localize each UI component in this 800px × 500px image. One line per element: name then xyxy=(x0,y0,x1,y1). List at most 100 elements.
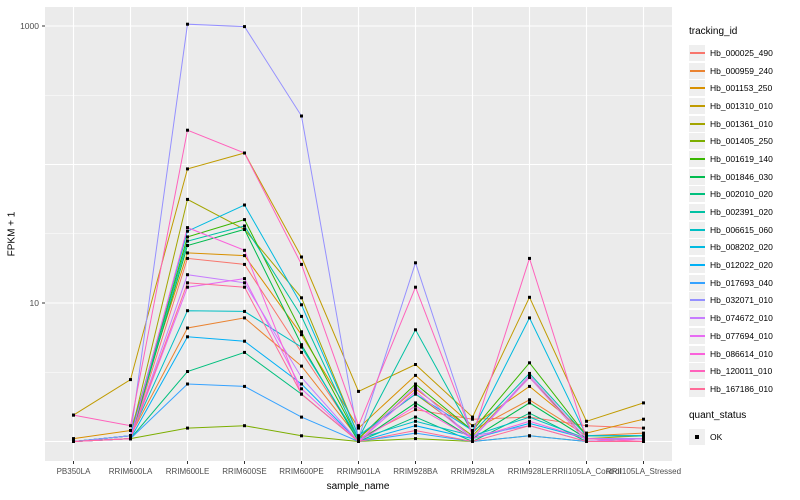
data-point xyxy=(300,382,303,386)
legend-item: Hb_002391_020 xyxy=(689,203,799,221)
legend-line-swatch xyxy=(689,317,705,320)
legend-item-label: Hb_001846_030 xyxy=(710,171,773,182)
legend-line-swatch xyxy=(689,299,705,302)
legend-line-swatch xyxy=(689,352,705,355)
legend-key xyxy=(689,168,705,185)
data-point xyxy=(243,277,246,281)
data-point xyxy=(528,434,531,438)
x-tick-label: RRIM901LA xyxy=(337,467,381,476)
data-point xyxy=(186,251,189,255)
legend-item: Hb_006615_060 xyxy=(689,221,799,239)
x-tick-label: RRIM928LE xyxy=(508,467,552,476)
data-point xyxy=(414,384,417,388)
data-point xyxy=(186,256,189,260)
data-point xyxy=(243,254,246,258)
legend-item-label: Hb_002010_020 xyxy=(710,189,773,200)
data-point xyxy=(300,330,303,334)
x-tick-label: PB350LA xyxy=(57,467,91,476)
data-point xyxy=(186,226,189,230)
data-point xyxy=(243,350,246,354)
data-point xyxy=(528,295,531,299)
data-point xyxy=(300,343,303,347)
legend-key xyxy=(689,363,705,380)
legend-item-label: Hb_001405_250 xyxy=(710,136,773,147)
data-point xyxy=(186,22,189,26)
legend-line-swatch xyxy=(689,157,705,160)
legend-line-swatch xyxy=(689,211,705,214)
legend-item-label: Hb_120011_010 xyxy=(710,366,773,377)
data-point xyxy=(243,248,246,252)
data-point xyxy=(300,314,303,318)
data-point xyxy=(642,417,645,421)
data-point xyxy=(528,384,531,388)
legend-item-label: Hb_001153_250 xyxy=(710,83,773,94)
y-tick-label: 1000 xyxy=(20,21,39,31)
data-point xyxy=(186,382,189,386)
legend-item-label: Hb_001619_140 xyxy=(710,153,773,164)
data-point xyxy=(357,440,360,443)
data-point xyxy=(414,424,417,428)
legend-item: Hb_167186_010 xyxy=(689,380,799,398)
data-point xyxy=(243,218,246,222)
data-point xyxy=(414,285,417,289)
legend-item: Hb_086614_010 xyxy=(689,345,799,363)
data-point xyxy=(528,361,531,365)
x-tick-label: RRIM928LA xyxy=(451,467,495,476)
legend-item-label: Hb_002391_020 xyxy=(710,207,773,218)
legend-item-label: OK xyxy=(710,431,723,442)
data-point xyxy=(414,328,417,332)
data-point xyxy=(414,387,417,391)
data-point xyxy=(186,309,189,313)
data-point xyxy=(129,378,132,382)
data-point xyxy=(186,273,189,277)
data-point xyxy=(243,316,246,320)
data-point xyxy=(243,285,246,289)
legend-item: Hb_008202_020 xyxy=(689,239,799,257)
legend-line-swatch xyxy=(689,140,705,143)
data-point xyxy=(585,424,588,428)
data-point xyxy=(186,239,189,243)
legend-item-label: Hb_167186_010 xyxy=(710,383,773,394)
legend-item: Hb_032071_010 xyxy=(689,292,799,310)
data-point xyxy=(471,429,474,432)
data-point xyxy=(186,285,189,289)
legend-title-tracking-id: tracking_id xyxy=(689,26,738,37)
legend-line-swatch xyxy=(689,387,705,390)
legend-key xyxy=(689,80,705,97)
data-point xyxy=(642,437,645,441)
legend-key xyxy=(689,186,705,203)
data-point xyxy=(243,227,246,231)
data-point xyxy=(414,392,417,396)
data-point xyxy=(300,376,303,379)
data-point xyxy=(186,335,189,339)
legend-item-label: Hb_001310_010 xyxy=(710,100,773,111)
data-point xyxy=(243,384,246,388)
data-point xyxy=(414,419,417,423)
data-point xyxy=(414,404,417,408)
legend-line-swatch xyxy=(689,175,705,178)
legend-line-swatch xyxy=(689,264,705,267)
x-tick-label: RRIM600LA xyxy=(109,467,153,476)
data-point xyxy=(129,424,132,428)
data-point xyxy=(357,426,360,430)
data-point xyxy=(471,440,474,443)
data-point xyxy=(186,244,189,247)
data-point xyxy=(585,440,588,443)
data-point xyxy=(642,401,645,405)
data-point xyxy=(243,224,246,228)
data-point xyxy=(528,421,531,425)
data-point xyxy=(300,350,303,354)
data-point xyxy=(414,415,417,419)
data-point xyxy=(243,281,246,285)
x-tick-label: RRIM928BA xyxy=(393,467,438,476)
legend-item: Hb_000025_490 xyxy=(689,44,799,62)
legend-line-swatch xyxy=(689,193,705,196)
data-point xyxy=(300,392,303,396)
data-point xyxy=(414,261,417,265)
legend-item-label: Hb_017693_040 xyxy=(710,277,773,288)
legend-key xyxy=(689,221,705,238)
legend-item: Hb_000959_240 xyxy=(689,62,799,80)
legend-key xyxy=(689,115,705,132)
data-point xyxy=(471,434,474,438)
data-point xyxy=(300,333,303,337)
